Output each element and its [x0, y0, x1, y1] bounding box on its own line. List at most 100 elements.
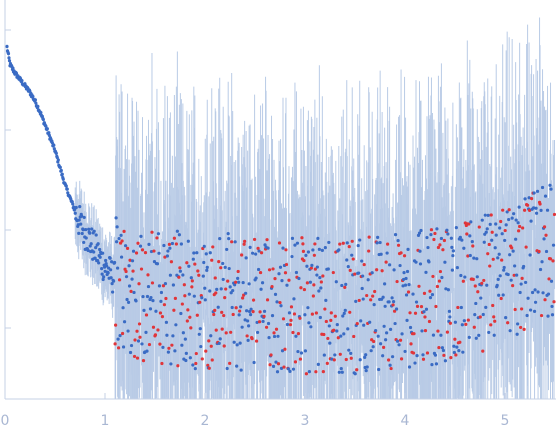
data-point: [219, 287, 223, 291]
data-point: [195, 251, 199, 255]
negative-data-point: [213, 276, 217, 280]
negative-data-point: [341, 241, 345, 245]
data-point: [402, 270, 406, 275]
negative-data-point: [158, 311, 163, 315]
negative-data-point: [284, 248, 288, 252]
x-tick-label: 2: [201, 413, 210, 429]
data-point: [166, 249, 170, 253]
data-point: [497, 293, 501, 297]
data-point: [449, 236, 453, 240]
negative-data-point: [185, 319, 189, 323]
data-point: [84, 236, 88, 240]
data-point: [496, 277, 500, 281]
data-point: [504, 223, 508, 227]
data-point: [79, 222, 83, 226]
data-point: [200, 296, 204, 300]
data-point: [357, 271, 361, 275]
data-point: [504, 316, 508, 320]
data-point: [297, 276, 301, 281]
data-point: [215, 287, 219, 291]
negative-data-point: [384, 260, 388, 264]
negative-data-point: [257, 320, 262, 324]
negative-data-point: [230, 240, 234, 244]
data-point: [350, 253, 354, 257]
negative-data-point: [224, 331, 228, 335]
data-point: [286, 367, 291, 371]
data-point: [326, 267, 330, 271]
negative-data-point: [466, 318, 470, 322]
data-point: [169, 362, 173, 366]
data-point: [428, 296, 433, 300]
data-point: [108, 256, 112, 260]
data-point: [403, 283, 408, 287]
negative-data-point: [129, 289, 133, 293]
negative-data-point: [349, 356, 353, 360]
data-point: [531, 206, 536, 210]
data-point: [166, 350, 171, 354]
data-point: [445, 228, 449, 232]
data-point: [454, 226, 458, 230]
data-point: [317, 247, 321, 251]
negative-data-point: [271, 267, 275, 271]
negative-data-point: [252, 237, 257, 242]
negative-data-point: [210, 358, 214, 362]
data-point: [369, 349, 373, 353]
data-point: [65, 187, 69, 191]
negative-data-point: [305, 281, 310, 285]
data-point: [452, 344, 456, 348]
data-point: [81, 228, 85, 232]
data-point: [115, 225, 119, 229]
data-point: [162, 243, 166, 248]
data-point: [131, 249, 136, 253]
negative-data-point: [526, 203, 530, 207]
data-point: [291, 367, 296, 371]
negative-data-point: [441, 248, 445, 252]
negative-data-point: [229, 330, 233, 334]
data-point: [146, 284, 151, 289]
negative-data-point: [338, 352, 342, 356]
data-point: [341, 314, 345, 318]
data-point: [116, 337, 120, 341]
data-point: [506, 272, 510, 277]
data-point: [278, 265, 283, 269]
data-point: [318, 275, 322, 280]
negative-data-point: [309, 266, 313, 270]
data-point: [457, 349, 461, 353]
negative-data-point: [437, 279, 442, 283]
data-point: [515, 332, 519, 336]
negative-data-point: [351, 257, 355, 261]
data-point: [128, 350, 133, 355]
negative-data-point: [395, 279, 399, 284]
negative-data-point: [206, 363, 210, 367]
data-point: [5, 44, 9, 49]
data-point: [255, 330, 260, 335]
data-point: [198, 327, 202, 331]
negative-data-point: [389, 366, 393, 371]
negative-data-point: [512, 273, 516, 277]
data-point: [39, 111, 43, 115]
data-point: [272, 334, 277, 339]
data-point: [451, 253, 455, 258]
data-point: [87, 227, 91, 231]
data-point: [441, 348, 446, 353]
data-point: [425, 235, 429, 240]
data-point: [514, 237, 518, 241]
data-point: [364, 369, 368, 373]
data-point: [145, 349, 149, 353]
data-point: [498, 226, 502, 230]
data-point: [510, 216, 514, 220]
data-point: [114, 216, 118, 220]
negative-data-point: [422, 291, 427, 295]
data-point: [208, 251, 212, 255]
data-point: [192, 251, 196, 255]
negative-data-point: [552, 212, 556, 217]
data-point: [97, 261, 101, 265]
data-point: [92, 250, 96, 254]
data-point: [508, 329, 512, 333]
data-point: [88, 231, 92, 235]
data-point: [80, 214, 84, 218]
negative-data-point: [207, 339, 211, 343]
negative-data-point: [231, 312, 235, 317]
data-point: [480, 218, 484, 222]
negative-data-point: [283, 271, 288, 275]
